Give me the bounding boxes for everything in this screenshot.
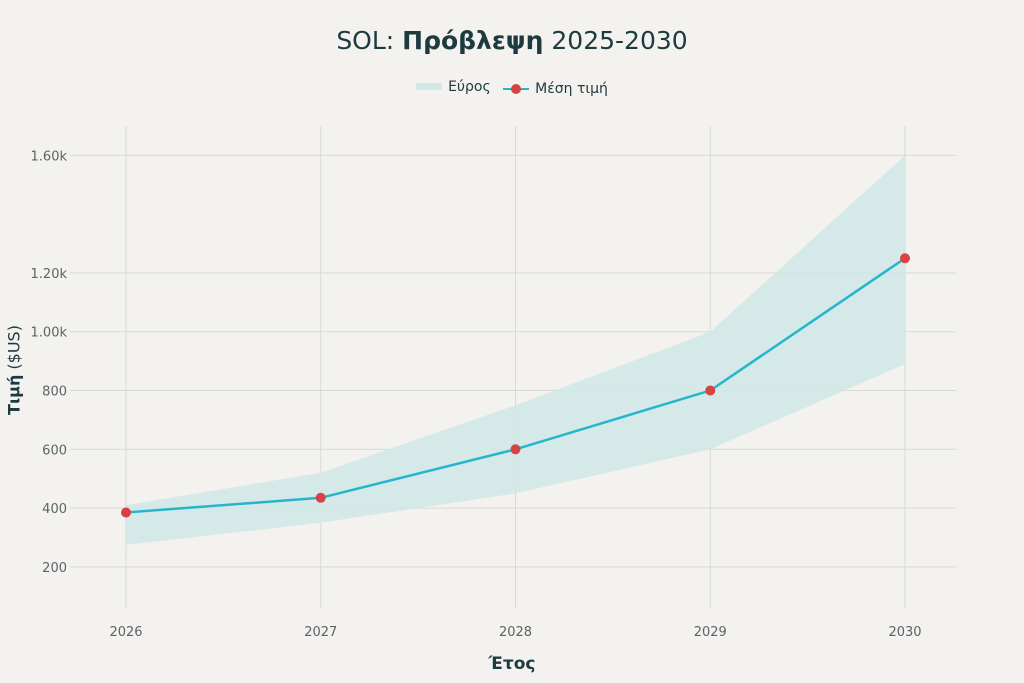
legend-band-swatch [416, 83, 443, 90]
legend-item-line[interactable]: Μέση τιμή [503, 81, 608, 97]
x-tick-label: 2030 [888, 625, 921, 640]
data-point-marker [900, 253, 910, 264]
legend-line-label: Μέση τιμή [535, 81, 608, 97]
y-tick-label: 1.60k [31, 149, 68, 164]
x-tick-label: 2029 [694, 625, 727, 640]
legend-band-label: Εύρος [448, 78, 491, 95]
y-tick-layer: 200 400 600 800 1.00k 1.20k 1.60k [31, 149, 68, 575]
x-tick-label: 2028 [499, 625, 532, 640]
data-point-marker [510, 444, 521, 455]
y-tick-label: 1.20k [31, 267, 68, 282]
data-point-marker [315, 492, 326, 503]
legend-marker-swatch [511, 84, 522, 94]
marker-layer [121, 253, 910, 518]
y-tick-label: 400 [42, 502, 67, 517]
chart-title-prefix: SOL: [336, 26, 403, 55]
chart-title: SOL: Πρόβλεψη 2025-2030 [0, 26, 1024, 55]
x-tick-label: 2026 [109, 625, 142, 640]
chart-title-bold: Πρόβλεψη [402, 26, 544, 55]
legend-line-swatch [503, 84, 530, 94]
x-axis-label: Έτος [488, 654, 536, 674]
y-tick-label: 800 [42, 385, 67, 400]
data-point-marker [705, 385, 716, 396]
y-tick-label: 200 [42, 561, 67, 576]
data-point-marker [121, 507, 131, 518]
range-band-layer [126, 155, 905, 545]
legend: Εύρος Μέση τιμή [0, 78, 1024, 97]
range-band [126, 155, 905, 545]
chart-title-suffix: 2025-2030 [543, 26, 688, 55]
x-tick-label: 2027 [304, 625, 337, 640]
grid [70, 126, 956, 608]
y-tick-label: 1.00k [31, 326, 68, 341]
legend-item-band[interactable]: Εύρος [416, 79, 491, 95]
y-tick-label: 600 [42, 443, 67, 458]
x-tick-layer: 2026 2027 2028 2029 2030 [109, 625, 921, 640]
